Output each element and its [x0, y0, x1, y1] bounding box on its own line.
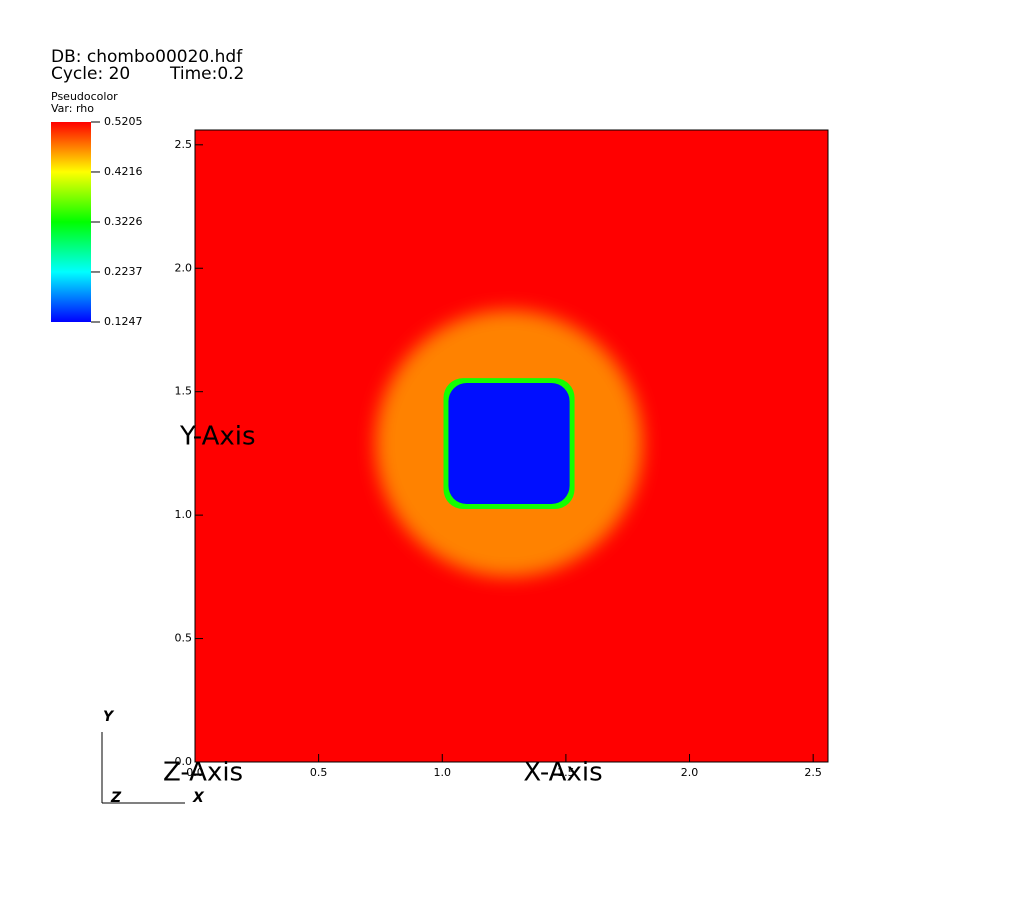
y-tick-label: 0.0 — [175, 755, 193, 768]
y-tick-label: 2.0 — [175, 261, 193, 274]
x-tick-label: 2.0 — [681, 766, 699, 779]
y-axis-title: Y-Axis — [179, 422, 256, 452]
cycle-label: Cycle: 20 — [51, 64, 130, 84]
triad-x: X — [192, 790, 205, 806]
core-region — [448, 383, 570, 505]
x-tick-label: 0.5 — [310, 766, 328, 779]
y-tick-label: 2.5 — [175, 138, 193, 151]
db-label: DB: chombo00020.hdf — [51, 47, 243, 67]
y-tick-label: 1.5 — [175, 385, 193, 398]
colorbar-tick-label: 0.5205 — [104, 115, 143, 128]
colorbar-tick-label: 0.2237 — [104, 265, 143, 278]
colorbar — [51, 122, 91, 322]
triad-y: Y — [103, 709, 115, 725]
legend-title: Pseudocolor — [51, 90, 118, 103]
time-label: Time:0.2 — [169, 64, 244, 84]
triad-z: Z — [110, 790, 122, 806]
x-tick-label: 2.5 — [804, 766, 822, 779]
y-tick-label: 1.0 — [175, 508, 193, 521]
x-tick-label: 1.5 — [557, 766, 575, 779]
colorbar-tick-label: 0.4216 — [104, 165, 143, 178]
z-axis-title: Z-Axis — [163, 758, 243, 788]
x-axis-title: X-Axis — [523, 758, 602, 788]
x-tick-label: 0.0 — [186, 766, 204, 779]
colorbar-tick-label: 0.1247 — [104, 315, 143, 328]
y-tick-label: 0.5 — [175, 632, 193, 645]
x-tick-label: 1.0 — [434, 766, 452, 779]
plot-frame — [194, 129, 829, 763]
legend-var: Var: rho — [51, 102, 94, 115]
colorbar-tick-label: 0.3226 — [104, 215, 143, 228]
plot-area — [195, 130, 828, 762]
